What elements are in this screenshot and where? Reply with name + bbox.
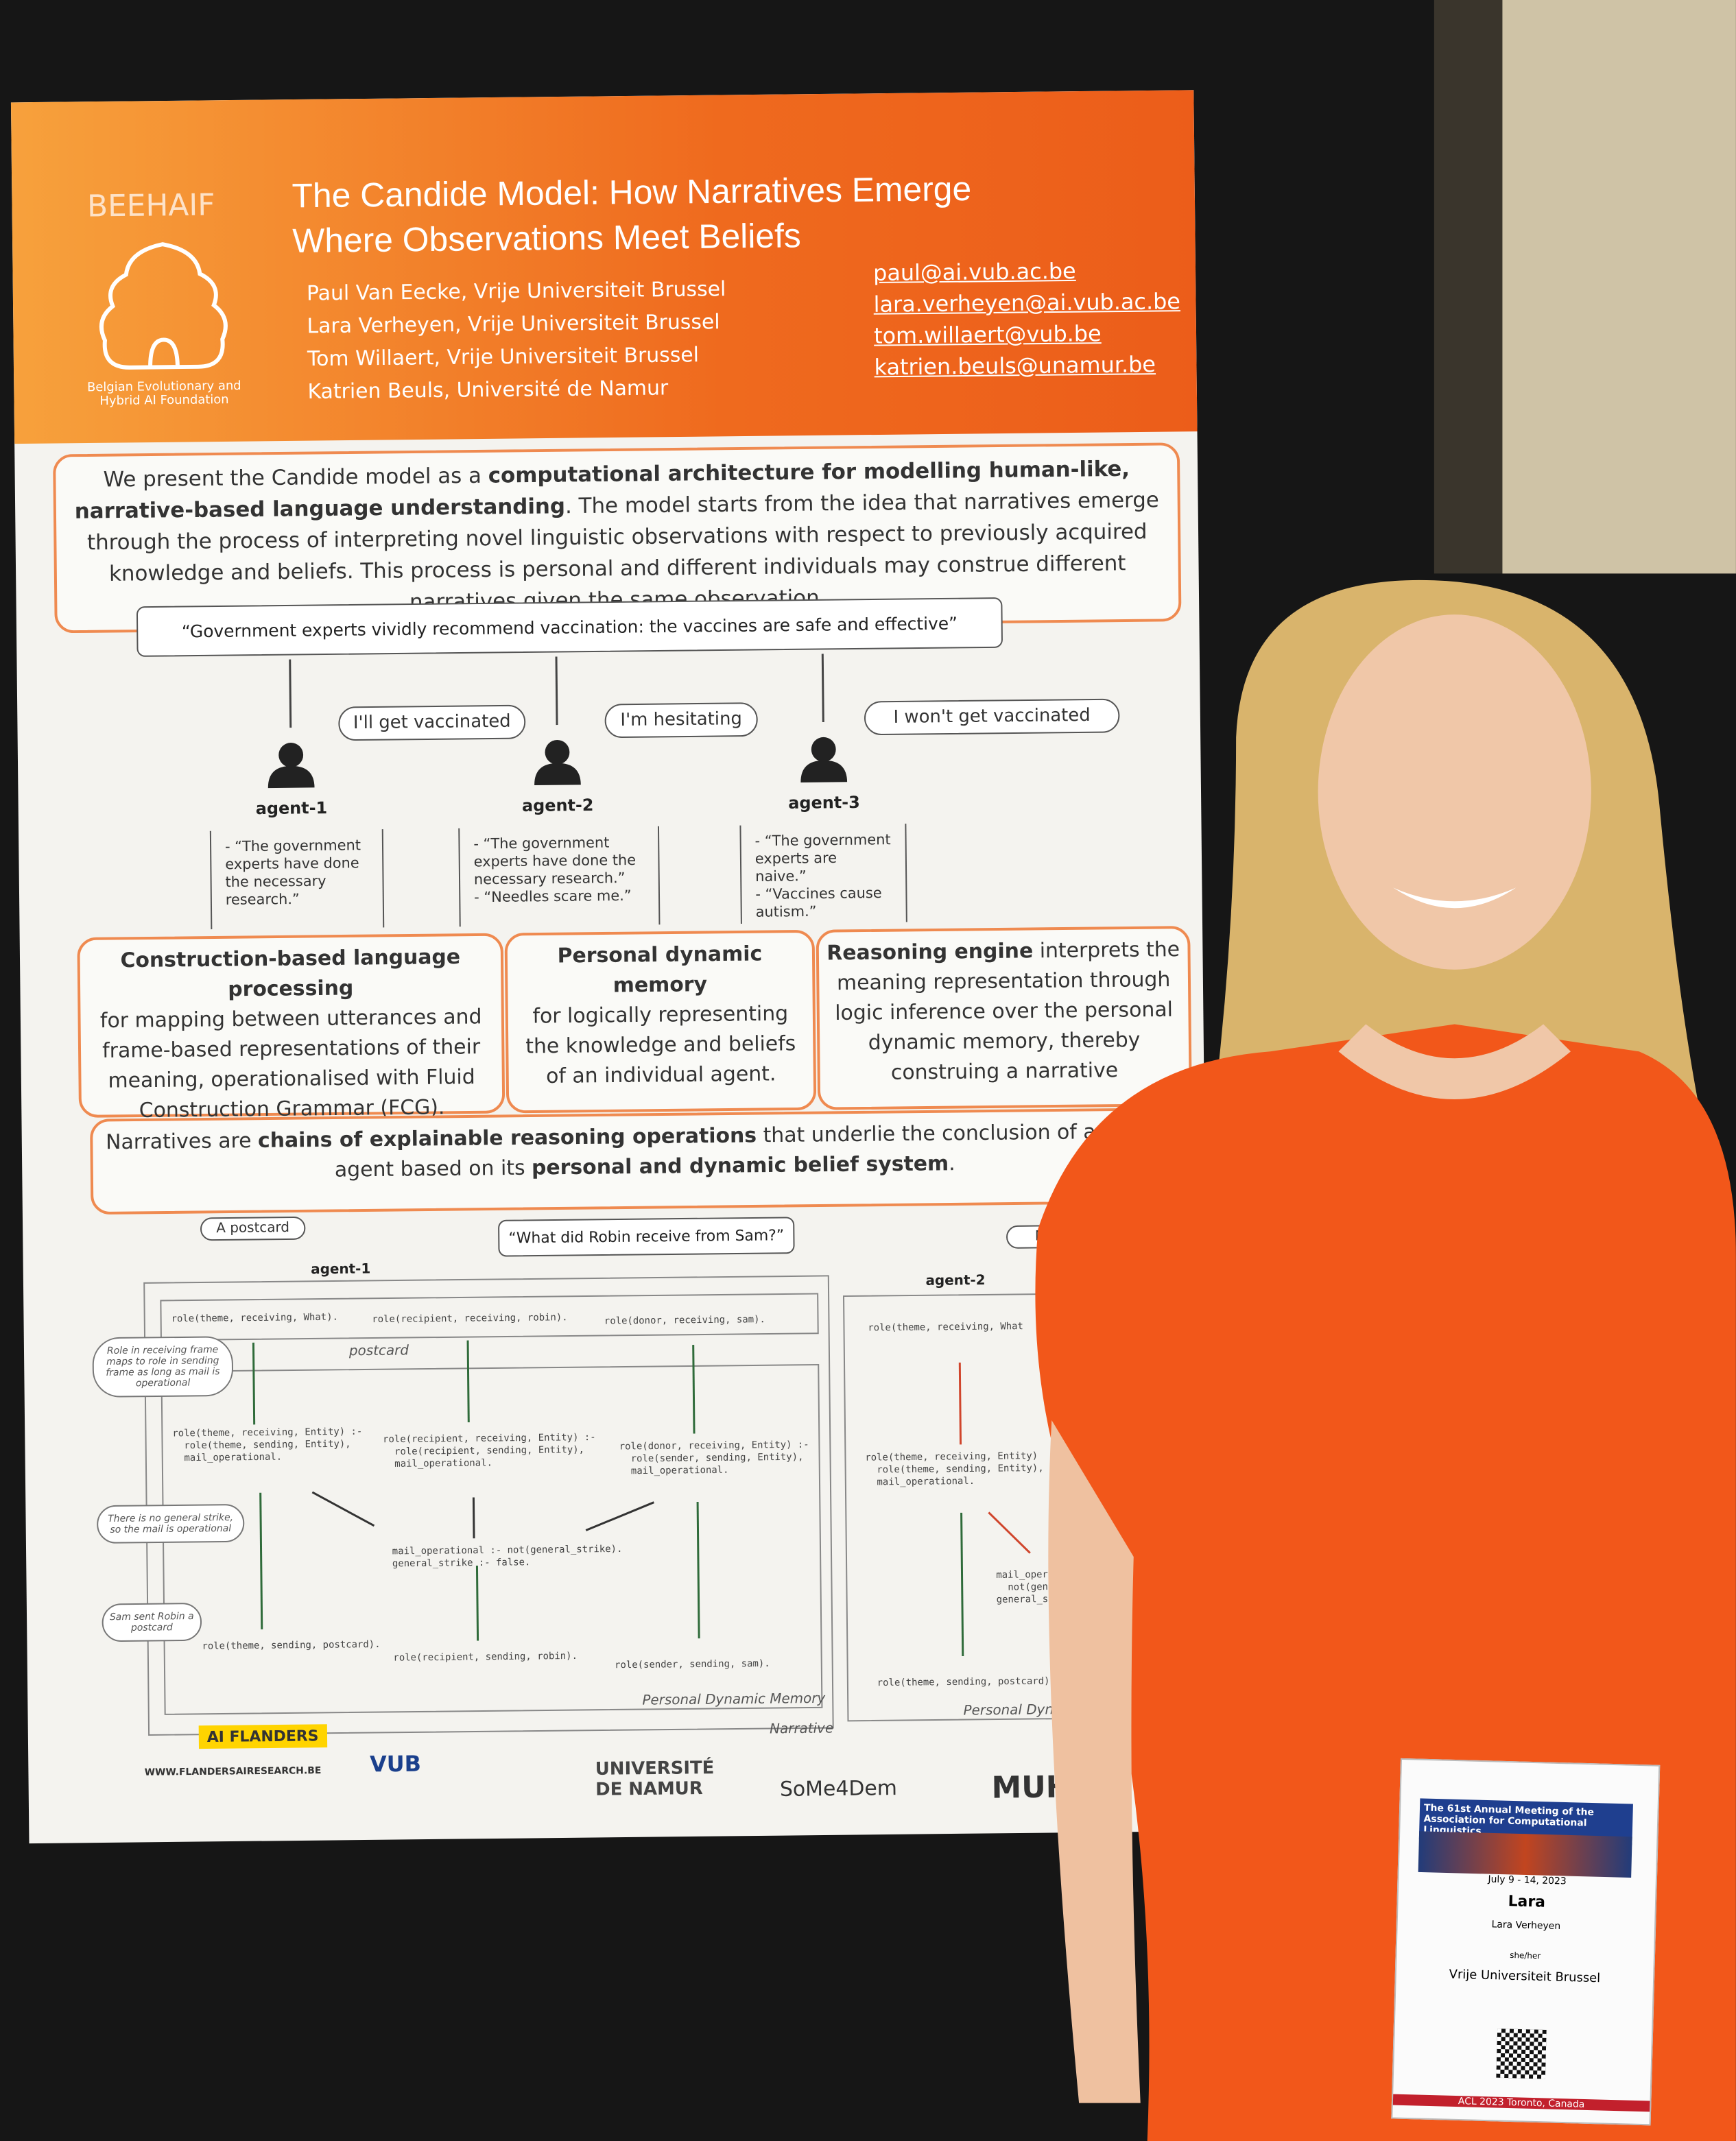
- belief: - “Vaccines cause autism.”: [755, 885, 882, 921]
- beliefs: - “The government experts have done the …: [458, 826, 661, 927]
- skyline: [1418, 1831, 1632, 1878]
- qr-code: [1496, 2029, 1547, 2079]
- agent-label: agent-3: [788, 792, 860, 813]
- belief: - “Needles scare me.”: [474, 887, 632, 907]
- logo-name: BEEHAIF: [86, 189, 215, 225]
- poster-header: BEEHAIF Belgian Evolutionary and Hybrid …: [10, 90, 1198, 444]
- emails: paul@ai.vub.ac.be lara.verheyen@ai.vub.a…: [873, 254, 1181, 383]
- belief: - “The government experts are naive.”: [754, 832, 891, 886]
- side-note: Sam sent Robin a postcard: [102, 1602, 202, 1642]
- authors: Paul Van Eecke, Vrije Universiteit Bruss…: [307, 272, 727, 408]
- beehive-icon: [99, 242, 228, 370]
- poster: BEEHAIF Belgian Evolutionary and Hybrid …: [10, 90, 1212, 1844]
- logo-subtitle: Belgian Evolutionary and Hybrid AI Found…: [86, 380, 241, 409]
- agent-arrows: [267, 654, 848, 789]
- beliefs: - “The government experts are naive.” - “…: [739, 824, 907, 924]
- agent-label: agent-1: [311, 1262, 371, 1278]
- badge-first-name: Lara: [1508, 1892, 1546, 1911]
- frame-label: Narrative: [770, 1721, 834, 1738]
- title-line: The Candide Model: How Narratives Emerge: [292, 170, 972, 216]
- badge-full-name: Lara Verheyen: [1491, 1919, 1561, 1933]
- narr-bold: chains of explainable reasoning operatio…: [257, 1123, 757, 1153]
- email: tom.willaert@vub.be: [873, 320, 1102, 349]
- sponsor: VUB: [369, 1750, 422, 1778]
- author: Lara Verheyen, Vrije Universiteit Brusse…: [307, 309, 720, 339]
- component-body: for logically representing the knowledge…: [525, 1001, 796, 1088]
- email: lara.verheyen@ai.vub.ac.be: [873, 288, 1181, 318]
- badge-footer: ACL 2023 Toronto, Canada: [1392, 2094, 1650, 2112]
- author: Paul Van Eecke, Vrije Universiteit Bruss…: [306, 276, 726, 306]
- sponsor: SoMe4Dem: [779, 1775, 898, 1802]
- question: “What did Robin receive from Sam?”: [498, 1217, 795, 1257]
- agent-label: agent-1: [255, 798, 328, 819]
- back-room: [1502, 0, 1736, 574]
- agent-label: agent-2: [521, 796, 594, 816]
- inference-arrows: [252, 1340, 1031, 1656]
- email: katrien.beuls@unamur.be: [874, 351, 1156, 381]
- email: paul@ai.vub.ac.be: [872, 258, 1076, 286]
- name-badge: The 61st Annual Meeting of the Associati…: [1391, 1758, 1661, 2126]
- intro-text: We present the Candide model as a: [103, 463, 488, 492]
- answer-bubble: A postcard: [200, 1216, 306, 1241]
- agent-label: agent-2: [925, 1273, 986, 1289]
- belief: - “The government experts have done the …: [224, 837, 361, 909]
- side-note: Role in receiving frame maps to role in …: [92, 1336, 234, 1398]
- beliefs: - “The government experts have done the …: [209, 829, 385, 930]
- author: Tom Willaert, Vrije Universiteit Brussel: [307, 342, 700, 372]
- author: Katrien Beuls, Université de Namur: [307, 375, 669, 404]
- sponsor: AI FLANDERS: [198, 1724, 327, 1749]
- side-note: There is no general strike, so the mail …: [96, 1503, 245, 1544]
- narr-text: Narratives are: [105, 1128, 259, 1155]
- thought-bubble: I'm hesitating: [604, 702, 758, 739]
- narr-text: .: [948, 1151, 955, 1176]
- narr-bold: personal and dynamic belief system: [531, 1151, 949, 1180]
- badge-affiliation: Vrije Universiteit Brussel: [1449, 1968, 1601, 1987]
- frame-label: Personal Dynamic Memory: [642, 1691, 826, 1709]
- sponsor: UNIVERSITÉ DE NAMUR: [595, 1758, 715, 1801]
- component-head: Personal dynamic memory: [557, 941, 763, 998]
- component-box: Construction-based language processing fo…: [77, 933, 506, 1123]
- component-box: Personal dynamic memory for logically rep…: [504, 929, 817, 1114]
- component-head: Construction-based language processing: [120, 944, 461, 1002]
- title-line: Where Observations Meet Beliefs: [292, 217, 802, 261]
- badge-pronouns: she/her: [1510, 1950, 1541, 1962]
- thought-bubble: I'll get vaccinated: [338, 704, 526, 741]
- narr-text: agent based on its: [334, 1155, 532, 1182]
- component-body: for mapping between utterances and frame…: [99, 1004, 482, 1123]
- sponsor: WWW.FLANDERSAIRESEARCH.BE: [144, 1765, 322, 1778]
- belief: - “The government experts have done the …: [473, 835, 637, 889]
